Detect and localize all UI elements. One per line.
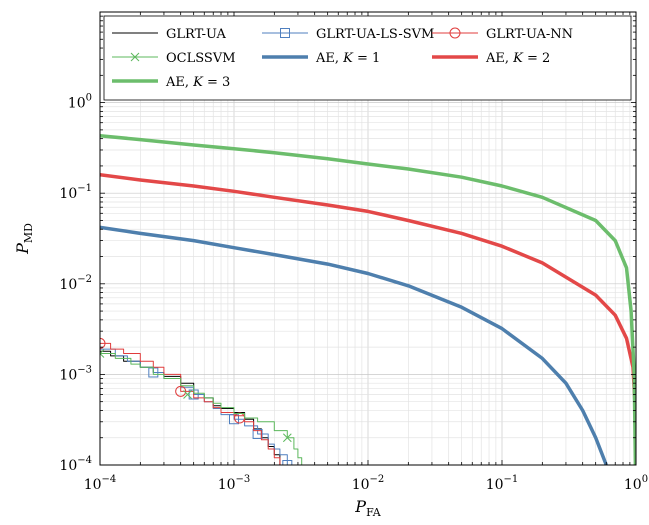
legend-label: AE, K = 2	[485, 51, 550, 66]
legend-label: AE, K = 1	[315, 51, 380, 66]
plot-area	[95, 136, 636, 470]
legend-label: AE, K = 3	[165, 75, 230, 90]
series-1	[100, 351, 280, 465]
legend-label: GLRT-UA-LS-SVM	[316, 27, 434, 42]
y-tick-label: 10−2	[59, 274, 92, 293]
legend-label: GLRT-UA	[166, 27, 227, 42]
x-tick-label: 10−3	[218, 474, 251, 493]
legend: GLRT-UA GLRT-UA-LS-SVM GLRT-UA-NN OCLSSVM AE…	[104, 16, 631, 100]
series-4	[96, 350, 302, 465]
series-2	[100, 349, 292, 469]
y-tick-label: 100	[68, 93, 92, 112]
y-tick-label: 10−1	[59, 183, 92, 202]
y-tick-label: 10−3	[59, 364, 92, 383]
legend-label: OCLSSVM	[166, 51, 236, 66]
x-tick-label: 100	[624, 474, 648, 493]
legend-label: GLRT-UA-NN	[486, 27, 573, 42]
series-line-1	[100, 351, 280, 465]
y-axis-label: PMD	[13, 223, 35, 255]
series-5	[100, 227, 606, 465]
series-line-5	[100, 227, 606, 465]
series-line-4	[100, 354, 302, 466]
x-axis-label: PFA	[354, 497, 381, 519]
y-tick-label: 10−4	[59, 455, 92, 474]
x-tick-label: 10−2	[352, 474, 385, 493]
x-tick-label: 10−1	[486, 474, 519, 493]
x-tick-label: 10−4	[84, 474, 117, 493]
